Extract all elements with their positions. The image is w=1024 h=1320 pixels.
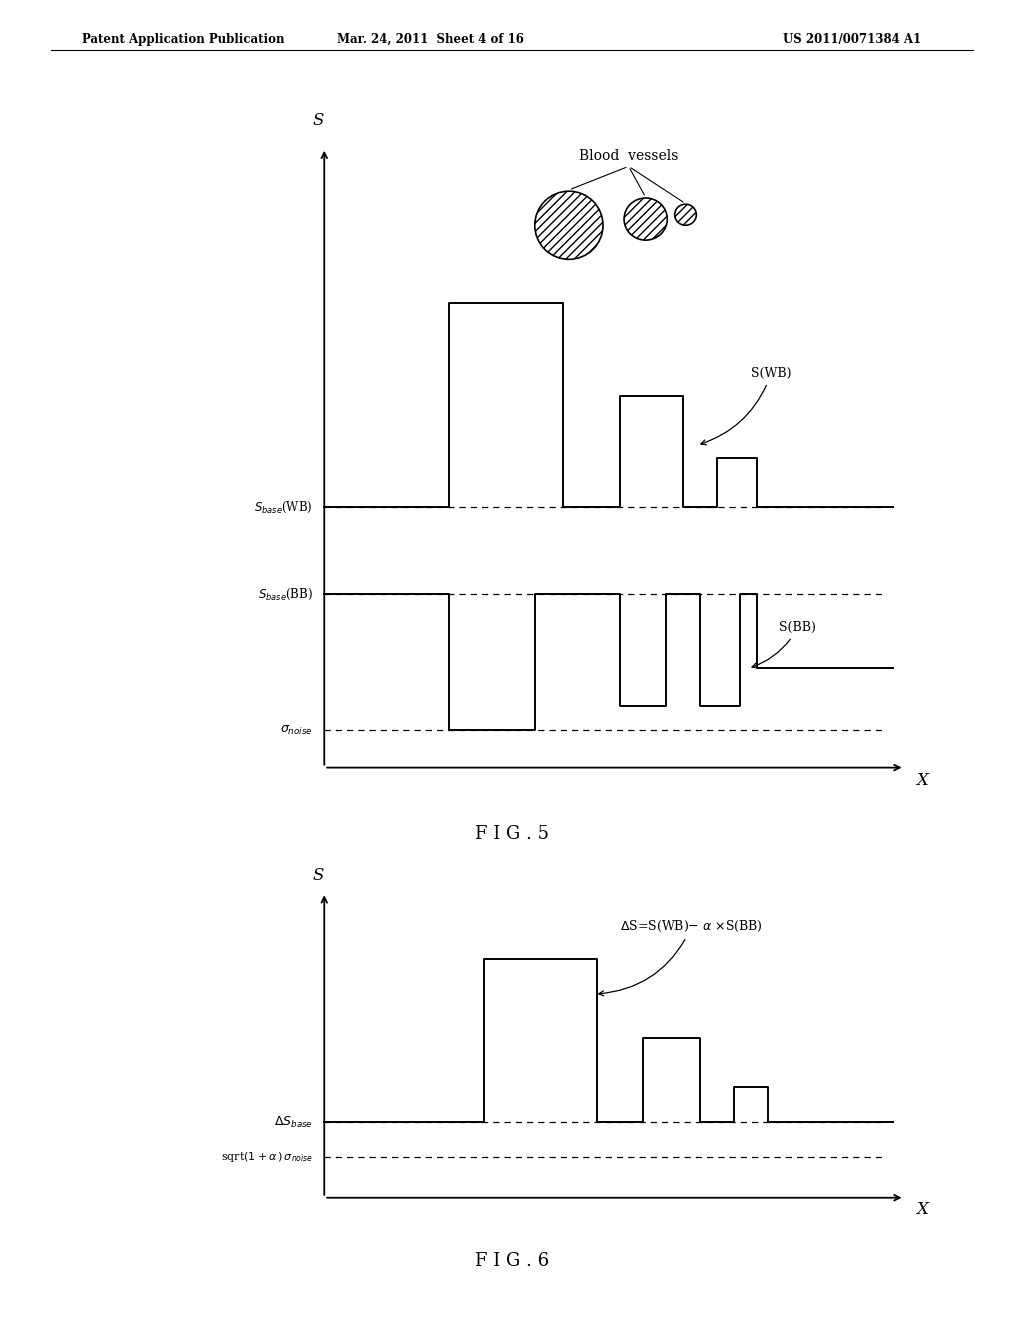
Text: US 2011/0071384 A1: US 2011/0071384 A1 — [783, 33, 922, 46]
Text: S(WB): S(WB) — [700, 367, 792, 445]
Text: F I G . 5: F I G . 5 — [475, 825, 549, 843]
Text: Patent Application Publication: Patent Application Publication — [82, 33, 285, 46]
Text: S: S — [313, 112, 325, 129]
Text: $S_{base}$(BB): $S_{base}$(BB) — [258, 586, 313, 602]
Text: sqrt$(1+\alpha\,)\,\sigma_{noise}$: sqrt$(1+\alpha\,)\,\sigma_{noise}$ — [220, 1150, 313, 1164]
Text: X: X — [915, 771, 928, 788]
Text: Blood  vessels: Blood vessels — [579, 149, 678, 164]
Text: $\sigma_{noise}$: $\sigma_{noise}$ — [281, 723, 313, 737]
Text: S(BB): S(BB) — [752, 622, 816, 668]
Text: X: X — [915, 1201, 928, 1218]
Text: S: S — [313, 867, 325, 883]
Text: F I G . 6: F I G . 6 — [475, 1251, 549, 1270]
Text: Mar. 24, 2011  Sheet 4 of 16: Mar. 24, 2011 Sheet 4 of 16 — [337, 33, 523, 46]
Text: $S_{base}$(WB): $S_{base}$(WB) — [254, 500, 313, 515]
Text: $\Delta$S=S(WB)$-$ $\alpha$ $\times$S(BB): $\Delta$S=S(WB)$-$ $\alpha$ $\times$S(BB… — [599, 919, 763, 995]
Text: $\Delta S_{base}$: $\Delta S_{base}$ — [274, 1114, 313, 1130]
